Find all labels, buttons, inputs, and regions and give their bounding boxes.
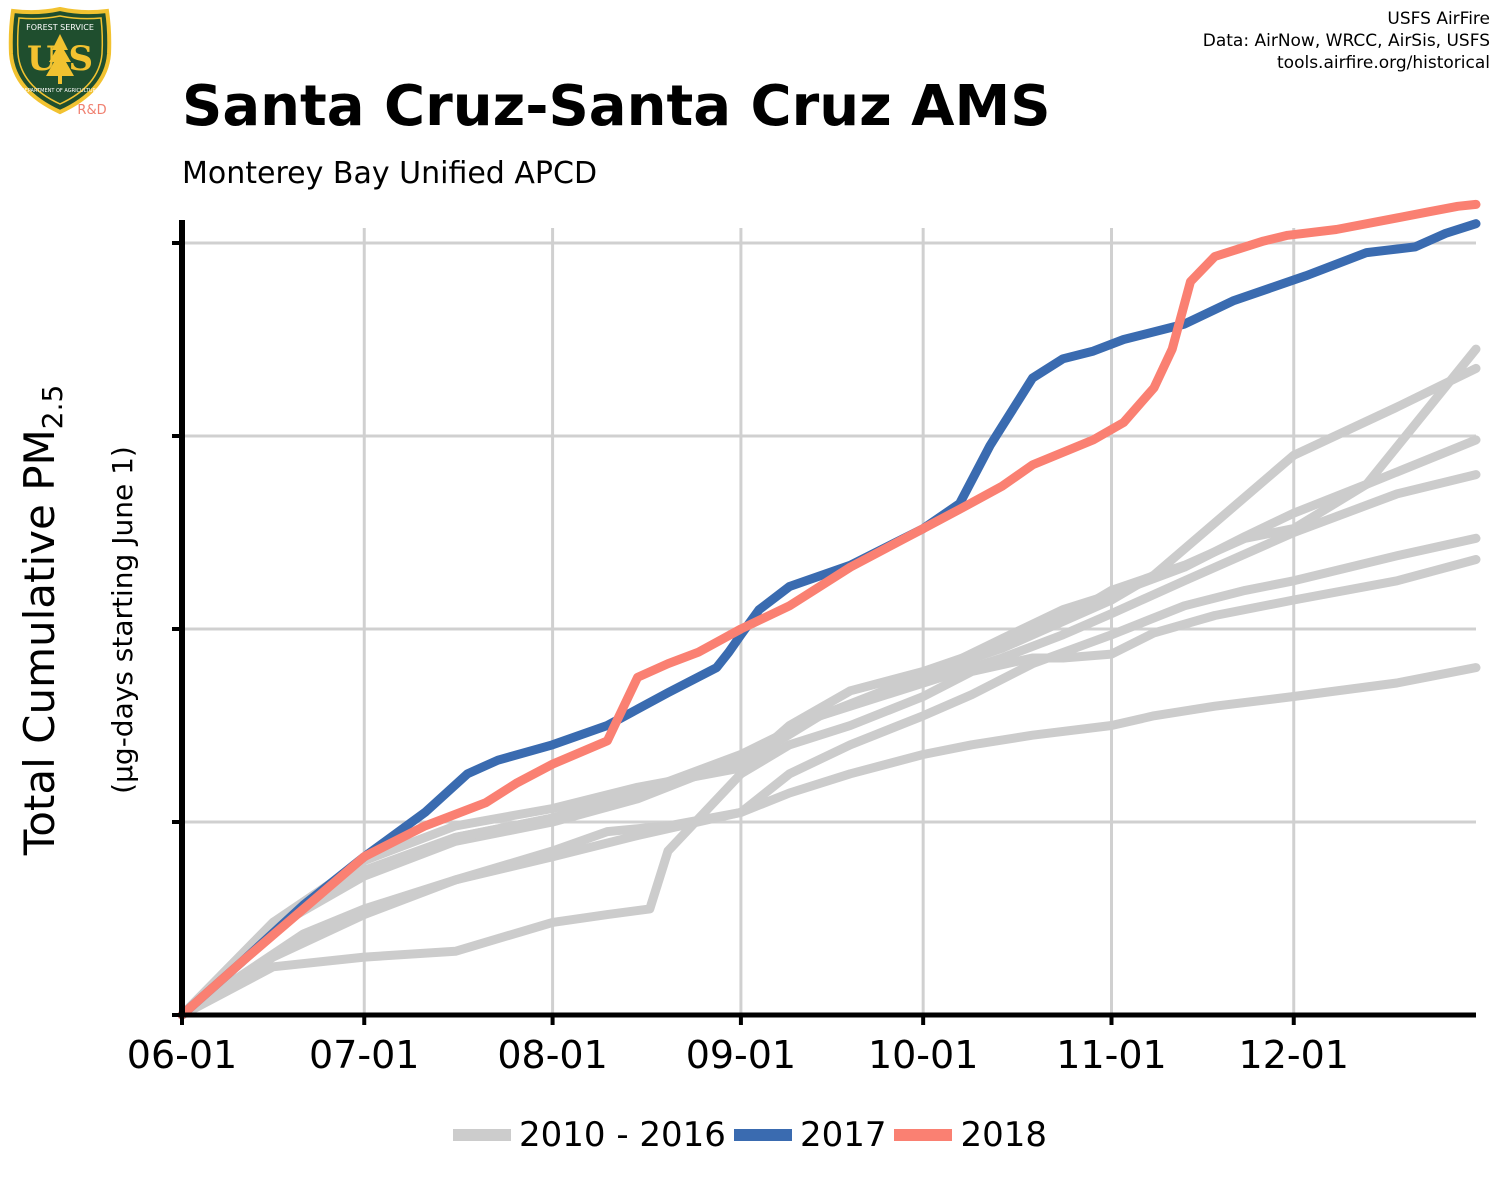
y-axis-note: (µg-days starting June 1) — [106, 446, 139, 794]
legend-label: 2017 — [799, 1115, 887, 1155]
axes-layer: 06-01 07-01 08-01 09-01 10-01 11-01 12-01 — [127, 220, 1476, 1077]
legend-item: 2010 - 2016 — [452, 1115, 726, 1155]
legend-label: 2010 - 2016 — [518, 1115, 726, 1155]
series-line-2010-2016 — [177, 533, 1481, 1020]
credits-block: USFS AirFire Data: AirNow, WRCC, AirSis,… — [1203, 8, 1490, 74]
x-tick-label: 07-01 — [309, 1033, 419, 1077]
legend: 2010 - 2016 2017 2018 — [0, 1110, 1500, 1160]
legend-swatch — [894, 1129, 953, 1141]
chart-title: Santa Cruz-Santa Cruz AMS — [182, 74, 1051, 139]
grid-layer — [182, 228, 1476, 1015]
x-tick-label: 11-01 — [1056, 1033, 1166, 1077]
legend-item: 2017 — [733, 1115, 887, 1155]
series-line-2010-2016 — [177, 435, 1481, 1020]
series-line-2010-2016 — [177, 663, 1481, 1020]
logo-bottom-text: DEPARTMENT OF AGRICULTURE — [21, 88, 99, 94]
cumulative-pm-chart: 06-01 07-01 08-01 09-01 10-01 11-01 12-01 Tota… — [15, 199, 1481, 1077]
logo-rd-text: R&D — [77, 103, 106, 116]
series-line-2017 — [177, 219, 1481, 1020]
series-line-2010-2016 — [177, 363, 1481, 1020]
legend-label: 2018 — [960, 1115, 1047, 1155]
series-line-2010-2016 — [177, 555, 1481, 1020]
usfs-shield-icon: FOREST SERVICE U S DEPARTMENT OF AGRICUL… — [8, 6, 112, 118]
legend-swatch — [733, 1129, 792, 1141]
credit-line: USFS AirFire — [1387, 9, 1490, 29]
series-line-2010-2016 — [177, 344, 1481, 1020]
legend-item: 2018 — [894, 1115, 1047, 1155]
usfs-logo: FOREST SERVICE U S DEPARTMENT OF AGRICUL… — [8, 6, 112, 118]
x-tick-label: 10-01 — [868, 1033, 978, 1077]
x-tick-label: 08-01 — [497, 1033, 607, 1077]
series-line-2010-2016 — [177, 470, 1481, 1020]
series-line-2018 — [177, 199, 1481, 1020]
x-tick-label: 09-01 — [686, 1033, 796, 1077]
x-tick-label: 12-01 — [1239, 1033, 1349, 1077]
credit-line: Data: AirNow, WRCC, AirSis, USFS — [1202, 31, 1490, 51]
chart-subtitle: Monterey Bay Unified APCD — [182, 156, 598, 191]
y-axis-labels: Total Cumulative PM2.5 (µg-days starting… — [15, 385, 139, 857]
logo-top-text: FOREST SERVICE — [26, 23, 94, 32]
credit-line: tools.airfire.org/historical — [1277, 53, 1490, 73]
y-axis-title-text: Total Cumulative PM — [15, 429, 64, 856]
legend-swatch — [452, 1129, 511, 1141]
series-layer — [177, 199, 1481, 1020]
x-tick-label: 06-01 — [127, 1033, 237, 1077]
y-axis-title-subscript: 2.5 — [36, 385, 69, 430]
y-axis-title: Total Cumulative PM2.5 — [15, 385, 69, 857]
